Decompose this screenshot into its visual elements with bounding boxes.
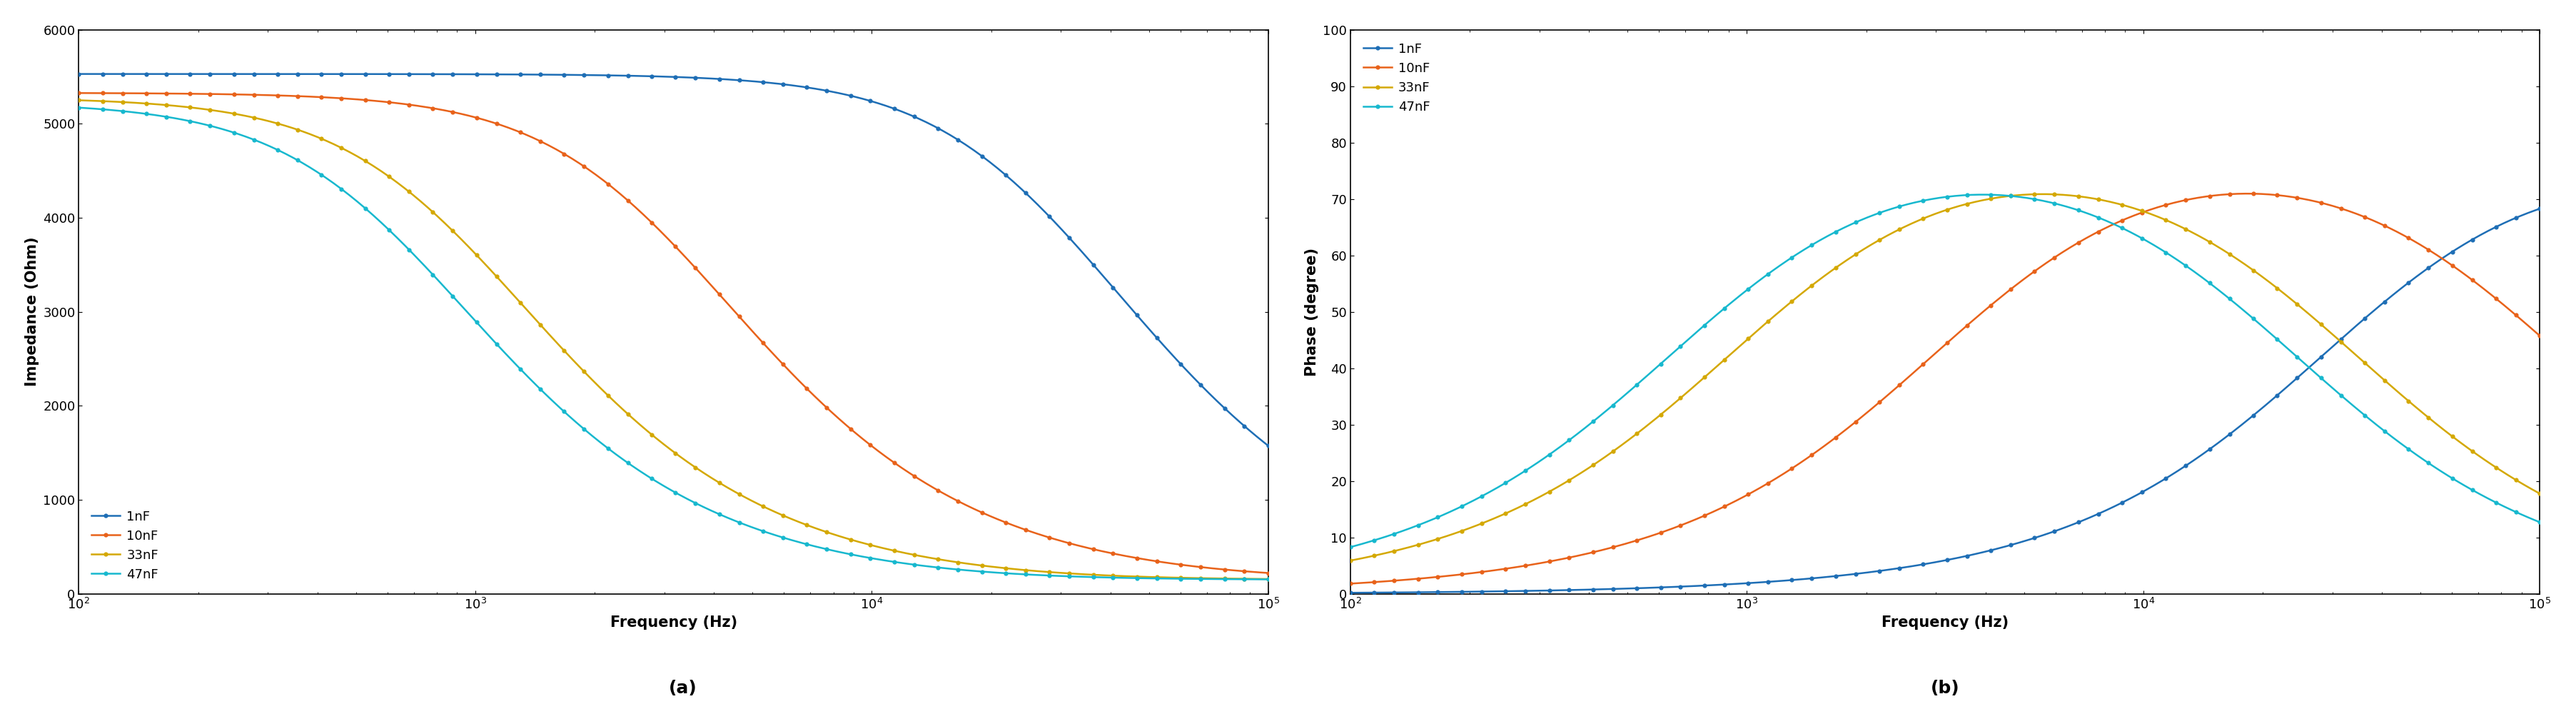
47nF (1968, 190, 1999, 199)
33nF (2524, 489, 2555, 498)
Text: (b): (b) (1929, 680, 1960, 697)
47nF (770, 534, 801, 543)
47nF (1141, 574, 1172, 583)
10nF (1252, 569, 1283, 577)
47nF (1252, 575, 1283, 584)
47nF (768, 534, 799, 542)
10nF (67, 89, 98, 97)
47nF (2342, 405, 2372, 413)
33nF (1141, 573, 1172, 582)
Line: 33nF: 33nF (1347, 192, 2543, 562)
33nF (768, 511, 799, 520)
47nF (1066, 572, 1097, 581)
1nF (1334, 589, 1365, 597)
10nF (64, 89, 95, 97)
10nF (2524, 332, 2555, 340)
33nF (791, 521, 822, 529)
Line: 1nF: 1nF (1347, 206, 2543, 595)
10nF (2063, 239, 2094, 247)
10nF (1340, 579, 1370, 588)
Line: 47nF: 47nF (1347, 192, 2543, 549)
10nF (2043, 251, 2074, 259)
1nF (1141, 334, 1172, 342)
33nF (2416, 417, 2447, 425)
10nF (768, 360, 799, 368)
X-axis label: Frequency (Hz): Frequency (Hz) (1880, 616, 2009, 630)
33nF (64, 96, 95, 104)
1nF (1252, 441, 1283, 450)
47nF (791, 540, 822, 548)
47nF (2043, 200, 2074, 208)
Text: (a): (a) (667, 680, 698, 697)
1nF (2063, 518, 2094, 527)
Y-axis label: Impedance (Ohm): Impedance (Ohm) (26, 237, 39, 386)
Legend: 1nF, 10nF, 33nF, 47nF: 1nF, 10nF, 33nF, 47nF (85, 504, 165, 587)
33nF (1340, 555, 1370, 564)
10nF (1066, 542, 1097, 551)
Line: 10nF: 10nF (77, 91, 1270, 575)
33nF (1252, 574, 1283, 583)
10nF (770, 364, 801, 372)
X-axis label: Frequency (Hz): Frequency (Hz) (611, 616, 737, 630)
1nF (2414, 264, 2445, 272)
47nF (1334, 543, 1365, 551)
47nF (2048, 201, 2079, 210)
1nF (2336, 325, 2367, 333)
Line: 10nF: 10nF (1347, 191, 2543, 586)
33nF (2027, 190, 2058, 199)
10nF (2416, 248, 2447, 256)
33nF (1066, 570, 1097, 579)
1nF (1340, 589, 1370, 597)
1nF (64, 70, 95, 78)
33nF (2048, 191, 2079, 199)
1nF (768, 80, 799, 89)
1nF (67, 70, 98, 78)
47nF (64, 103, 95, 112)
1nF (791, 83, 822, 92)
33nF (67, 96, 98, 105)
47nF (2416, 461, 2447, 470)
33nF (770, 513, 801, 521)
Line: 1nF: 1nF (77, 72, 1270, 448)
47nF (67, 103, 98, 112)
1nF (2040, 527, 2071, 536)
10nF (1334, 579, 1365, 588)
47nF (2066, 208, 2097, 216)
Legend: 1nF, 10nF, 33nF, 47nF: 1nF, 10nF, 33nF, 47nF (1358, 36, 1437, 120)
33nF (2342, 351, 2372, 360)
47nF (2524, 518, 2555, 527)
33nF (2043, 190, 2074, 199)
Y-axis label: Phase (degree): Phase (degree) (1303, 248, 1319, 376)
10nF (1141, 557, 1172, 565)
Line: 47nF: 47nF (77, 106, 1270, 582)
Line: 33nF: 33nF (77, 98, 1270, 582)
1nF (770, 80, 801, 89)
1nF (2043, 526, 2074, 534)
47nF (1340, 542, 1370, 551)
1nF (1066, 247, 1097, 256)
10nF (2342, 210, 2372, 218)
10nF (791, 384, 822, 393)
10nF (2233, 189, 2264, 198)
33nF (2066, 193, 2097, 201)
1nF (2524, 204, 2555, 213)
10nF (2040, 253, 2071, 262)
33nF (1334, 556, 1365, 565)
